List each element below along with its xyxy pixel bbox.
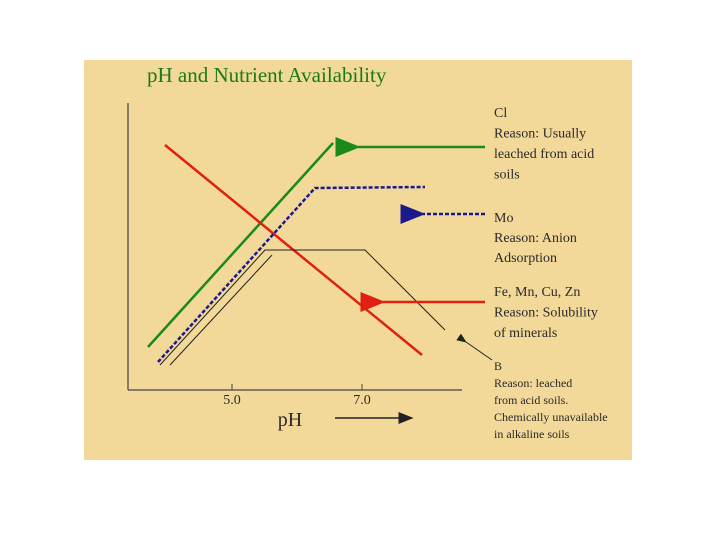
x-tick-label: 5.0 [223, 393, 241, 408]
annotations: Cl Reason: Usually leached from acid soils M… [494, 106, 608, 441]
annotation-line: Chemically unavailable [494, 410, 608, 424]
b-arrow [456, 333, 493, 361]
annotation-line: Mo [494, 211, 513, 226]
x-tick-label: 7.0 [353, 393, 371, 408]
annotation-line: Reason: Solubility [494, 306, 598, 321]
annotation-line: soils [494, 168, 520, 183]
b-line [159, 249, 446, 366]
annotation-line: from acid soils. [494, 393, 568, 407]
mo-line [157, 185, 426, 363]
annotation-line: Adsorption [494, 251, 557, 266]
annotation-line: Cl [494, 106, 507, 121]
b-line [169, 254, 273, 366]
annotation-line: Reason: Anion [494, 231, 577, 246]
title: pH and Nutrient Availability [147, 63, 387, 87]
annotation-line: leached from acid [494, 147, 594, 162]
annotation-line: of minerals [494, 326, 557, 341]
annotation-line: in alkaline soils [494, 427, 570, 441]
x-axis-label: pH [278, 409, 302, 431]
annotation-line: Fe, Mn, Cu, Zn [494, 285, 580, 300]
annotation-line: B [494, 359, 502, 373]
annotation-line: Reason: Usually [494, 127, 586, 142]
panel [84, 60, 632, 460]
annotation-line: Reason: leached [494, 376, 572, 390]
cl-line [147, 142, 334, 348]
